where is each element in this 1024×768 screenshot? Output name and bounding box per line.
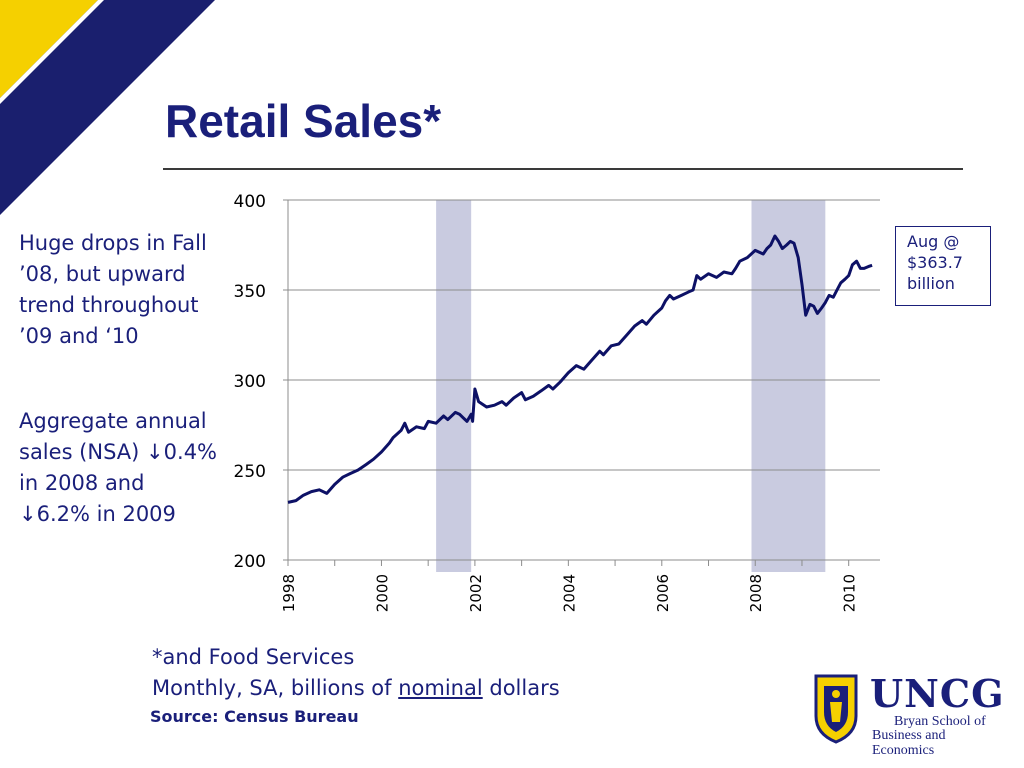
logo-school-line1: Bryan School of <box>894 714 986 729</box>
corner-decoration <box>0 0 215 215</box>
recession-bands <box>436 200 826 572</box>
axes <box>283 199 880 566</box>
note2-value-2009: 6.2% in 2009 <box>36 502 176 526</box>
x-tick-label: 2006 <box>654 574 672 612</box>
x-tick-label: 2010 <box>841 574 859 612</box>
note2-value-2008: 0.4% <box>163 440 218 464</box>
note2-mid: in 2008 and <box>19 471 145 495</box>
gridlines <box>288 199 880 471</box>
x-tick-label: 1998 <box>280 574 298 612</box>
uncg-logo: UNCG Bryan School of Business and Econom… <box>806 670 1006 758</box>
logo-name: UNCG <box>870 671 1005 716</box>
recession-band-1 <box>436 200 472 572</box>
y-tick-label: 300 <box>234 372 266 392</box>
x-tick-labels: 1998 2000 2002 2004 2006 2008 2010 <box>280 574 859 612</box>
y-tick-label: 200 <box>234 552 266 572</box>
latest-value-callout: Aug @ $363.7 billion <box>895 226 991 306</box>
y-tick-label: 250 <box>234 462 266 482</box>
y-tick-label: 400 <box>234 192 266 212</box>
x-tick-label: 2000 <box>373 574 391 612</box>
footnote-line1: *and Food Services <box>152 645 355 669</box>
footnote-line2-suffix: dollars <box>482 676 560 700</box>
source-line: Source: Census Bureau <box>150 707 359 726</box>
footnote-line2: Monthly, SA, billions of nominal dollars <box>152 673 560 704</box>
shield-logo-icon <box>814 674 858 744</box>
x-tick-label: 2004 <box>560 574 578 612</box>
note-aggregate-sales: Aggregate annual sales (NSA) ↓0.4% in 20… <box>19 406 219 530</box>
footnote-line2-prefix: Monthly, SA, billions of <box>152 676 399 700</box>
y-tick-labels: 200 250 300 350 400 <box>234 192 266 572</box>
down-arrow-icon: ↓ <box>146 440 164 464</box>
retail-sales-line <box>287 234 873 504</box>
x-tick-label: 2002 <box>467 574 485 612</box>
note2-prefix: Aggregate annual sales (NSA) <box>19 409 207 464</box>
note-huge-drops: Huge drops in Fall ’08, but upward trend… <box>19 231 207 348</box>
title-divider <box>163 168 963 170</box>
footnote-nominal: nominal <box>398 676 483 700</box>
footnote: *and Food Services Monthly, SA, billions… <box>152 642 560 704</box>
slide-title: Retail Sales* <box>165 95 442 147</box>
down-arrow-icon: ↓ <box>19 502 37 526</box>
logo-school-line2: Business and Economics <box>872 728 946 758</box>
recession-band-2 <box>751 200 826 572</box>
x-tick-label: 2008 <box>747 574 765 612</box>
y-tick-label: 350 <box>234 282 266 302</box>
